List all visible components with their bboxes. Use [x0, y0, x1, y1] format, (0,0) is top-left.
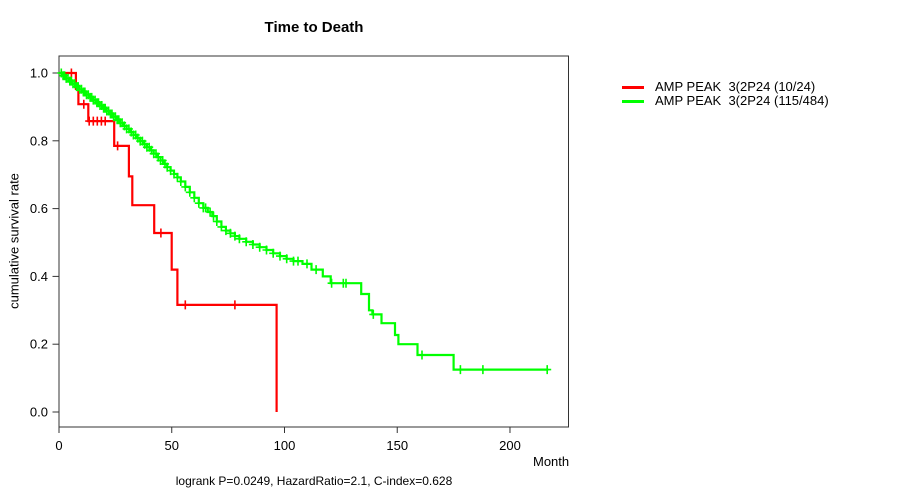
legend-item-group2: AMP PEAK 3(2P24 (115/484) [622, 94, 829, 108]
censor-marks-green [57, 68, 552, 375]
legend-line-green [622, 99, 644, 103]
legend-label-group1: AMP PEAK 3(2P24 (10/24) [655, 79, 816, 94]
y-axis-label: cumulative survival rate [6, 173, 22, 309]
chart-title: Time to Death [264, 19, 364, 36]
y-tick-label: 0.4 [30, 269, 48, 284]
y-tick-label: 0.0 [30, 405, 48, 420]
x-tick-label: 150 [386, 438, 408, 453]
censor-marks-red [67, 68, 239, 310]
survival-curves [57, 68, 552, 412]
x-axis: 0 50 100 150 200 [55, 427, 521, 453]
y-axis: 0.0 0.2 0.4 0.6 0.8 1.0 [30, 66, 59, 420]
y-tick-label: 0.6 [30, 201, 48, 216]
plot-border-box [58, 55, 569, 428]
km-curve-red [59, 71, 278, 412]
x-axis-label: Month [533, 454, 570, 469]
x-tick-label: 200 [499, 438, 521, 453]
x-tick-label: 0 [55, 438, 62, 453]
x-tick-label: 100 [274, 438, 296, 453]
legend: AMP PEAK 3(2P24 (10/24) AMP PEAK 3(2P24 … [622, 80, 829, 108]
y-tick-label: 1.0 [30, 66, 48, 81]
legend-item-group1: AMP PEAK 3(2P24 (10/24) [622, 80, 829, 94]
km-curve-green [59, 71, 549, 371]
legend-label-group2: AMP PEAK 3(2P24 (115/484) [655, 93, 829, 108]
y-tick-label: 0.8 [30, 133, 48, 148]
x-tick-label: 50 [165, 438, 179, 453]
y-tick-label: 0.2 [30, 337, 48, 352]
stats-annotation: logrank P=0.0249, HazardRatio=2.1, C-ind… [175, 474, 453, 488]
legend-line-red [622, 85, 644, 89]
